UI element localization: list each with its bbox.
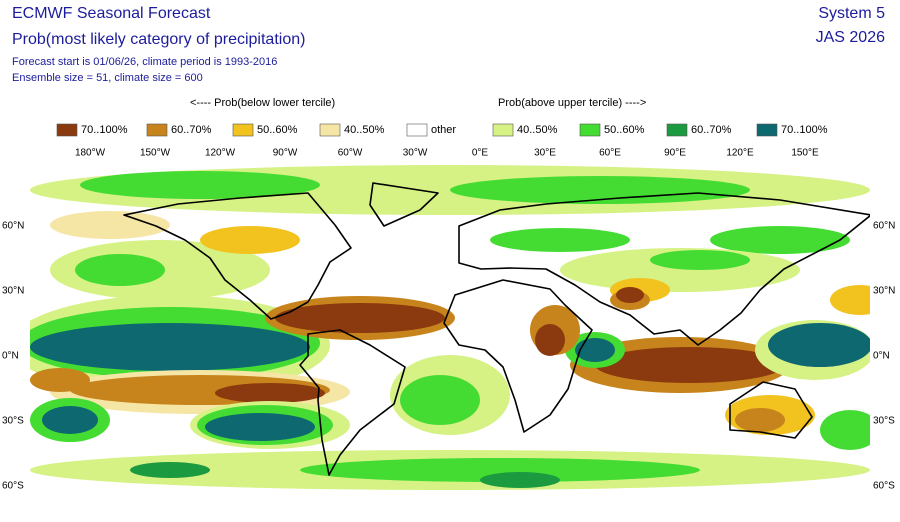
legend-swatch xyxy=(579,123,601,137)
lat-label: 0°N xyxy=(2,351,19,362)
below-label: <---- Prob(below lower tercile) xyxy=(190,97,335,109)
probability-region xyxy=(710,226,850,254)
probability-region xyxy=(275,303,445,333)
probability-region xyxy=(480,472,560,488)
probability-region xyxy=(130,462,210,478)
legend-swatch xyxy=(232,123,254,137)
legend-swatch xyxy=(406,123,428,137)
lon-label: 60°W xyxy=(338,148,363,159)
probability-region xyxy=(400,375,480,425)
subtitle: Prob(most likely category of precipitati… xyxy=(12,31,305,48)
probability-region xyxy=(50,211,170,239)
lat-label: 0°N xyxy=(873,351,890,362)
probability-region xyxy=(30,323,310,371)
probability-region xyxy=(535,324,565,356)
lon-label: 30°W xyxy=(403,148,428,159)
probability-region xyxy=(616,287,644,303)
legend: 70..100% 60..70% 50..60% 40..50% other 40..50… xyxy=(56,123,828,137)
legend-label: 70..100% xyxy=(81,124,128,136)
legend-label: 70..100% xyxy=(781,124,828,136)
lon-labels: 180°W 150°W 120°W 90°W 60°W 30°W 0°E 30°E 60°E 90… xyxy=(75,148,819,159)
probability-region xyxy=(30,368,90,392)
lon-label: 150°W xyxy=(140,148,171,159)
legend-swatch xyxy=(319,123,341,137)
probability-field xyxy=(30,165,870,490)
lat-label: 60°S xyxy=(2,481,24,492)
lon-label: 150°E xyxy=(791,148,819,159)
legend-swatch xyxy=(56,123,78,137)
legend-swatch xyxy=(492,123,514,137)
lat-label: 60°N xyxy=(873,221,895,232)
legend-swatch xyxy=(146,123,168,137)
probability-region xyxy=(42,406,98,434)
lat-labels: 60°N 60°N 30°N 30°N 0°N 0°N 30°S 30°S 60°S 60°S xyxy=(2,221,895,492)
probability-region xyxy=(830,285,870,315)
probability-region xyxy=(650,250,750,270)
lon-label: 120°W xyxy=(205,148,236,159)
lat-label: 60°S xyxy=(873,481,895,492)
probability-region xyxy=(300,458,700,482)
probability-region xyxy=(200,226,300,254)
coastlines xyxy=(123,182,870,476)
africa xyxy=(443,279,593,433)
legend-label: 40..50% xyxy=(344,124,385,136)
ensemble-info: Ensemble size = 51, climate size = 600 xyxy=(12,72,203,84)
title: ECMWF Seasonal Forecast xyxy=(12,5,211,22)
legend-label: 60..70% xyxy=(691,124,732,136)
lat-label: 30°N xyxy=(2,286,24,297)
probability-region xyxy=(75,254,165,286)
map xyxy=(30,163,870,517)
legend-label: 50..60% xyxy=(257,124,298,136)
lon-label: 90°E xyxy=(664,148,686,159)
north-america xyxy=(123,192,352,320)
lon-label: 30°E xyxy=(534,148,556,159)
probability-region xyxy=(735,408,785,432)
lon-label: 180°W xyxy=(75,148,106,159)
lat-label: 60°N xyxy=(2,221,24,232)
lat-label: 30°S xyxy=(2,416,24,427)
probability-region xyxy=(205,413,315,441)
legend-label: other xyxy=(431,124,456,136)
season: JAS 2026 xyxy=(816,29,885,46)
probability-region xyxy=(450,176,750,204)
lon-label: 90°W xyxy=(273,148,298,159)
probability-region xyxy=(575,338,615,362)
south-america xyxy=(299,329,406,476)
eurasia xyxy=(458,192,870,346)
lon-label: 60°E xyxy=(599,148,621,159)
probability-region xyxy=(820,410,870,450)
lat-label: 30°S xyxy=(873,416,895,427)
probability-region xyxy=(215,383,325,403)
legend-swatch xyxy=(666,123,688,137)
legend-label: 50..60% xyxy=(604,124,645,136)
probability-region xyxy=(768,323,870,367)
probability-region xyxy=(595,347,785,383)
legend-label: 40..50% xyxy=(517,124,558,136)
lon-label: 0°E xyxy=(472,148,489,159)
above-label: Prob(above upper tercile) ----> xyxy=(498,97,646,109)
lon-label: 120°E xyxy=(726,148,754,159)
legend-label: 60..70% xyxy=(171,124,212,136)
system: System 5 xyxy=(818,5,885,22)
lat-label: 30°N xyxy=(873,286,895,297)
australia xyxy=(729,381,813,439)
probability-region xyxy=(490,228,630,252)
probability-region xyxy=(80,171,320,199)
forecast-info: Forecast start is 01/06/26, climate peri… xyxy=(12,56,277,68)
legend-swatch xyxy=(756,123,778,137)
greenland xyxy=(369,182,439,227)
